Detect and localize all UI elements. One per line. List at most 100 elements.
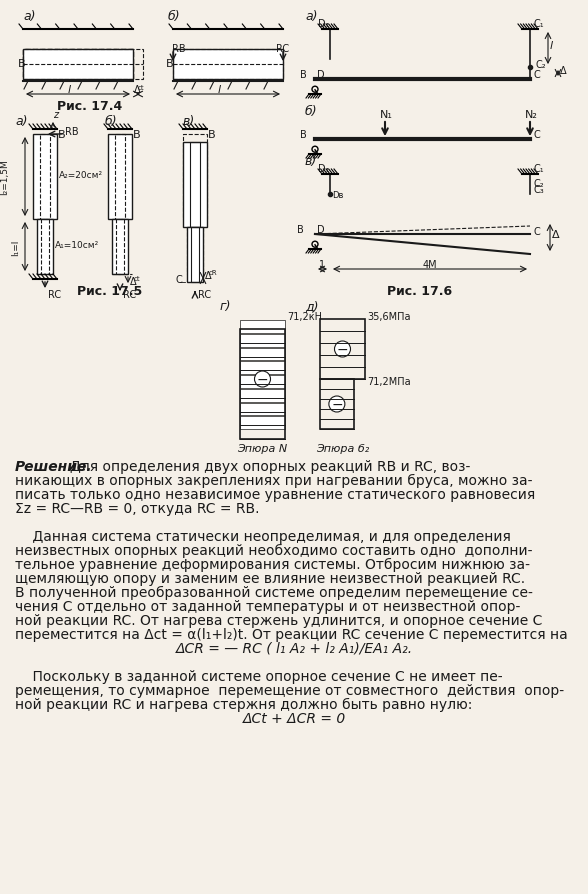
Text: B: B <box>300 70 307 80</box>
Text: B: B <box>300 130 307 139</box>
Text: Решение.: Решение. <box>15 460 93 474</box>
Text: RB: RB <box>172 44 186 54</box>
Text: A₁=10cм²: A₁=10cм² <box>55 240 99 249</box>
Text: а): а) <box>15 114 28 128</box>
Text: г): г) <box>220 299 232 313</box>
Text: ной реакции RC и нагрева стержня должно быть равно нулю:: ной реакции RC и нагрева стержня должно … <box>15 697 472 712</box>
Text: C₂: C₂ <box>533 179 544 189</box>
Text: б): б) <box>168 10 181 23</box>
Bar <box>183 143 207 228</box>
Text: никающих в опорных закреплениях при нагревании бруса, можно за-: никающих в опорных закреплениях при нагр… <box>15 474 533 487</box>
Text: Эпюра N: Эпюра N <box>238 443 288 453</box>
Text: Σz = RC—RB = 0, откуда RC = RB.: Σz = RC—RB = 0, откуда RC = RB. <box>15 502 259 516</box>
Text: Δ: Δ <box>205 271 212 281</box>
Text: ной реакции RC. От нагрева стержень удлинится, и опорное сечение C: ной реакции RC. От нагрева стержень удли… <box>15 613 542 628</box>
Bar <box>23 50 143 80</box>
Text: N₂: N₂ <box>525 110 538 120</box>
Bar <box>187 228 203 283</box>
Text: C₁: C₁ <box>533 19 544 29</box>
Text: C: C <box>175 274 182 284</box>
Text: ΔCt + ΔCR = 0: ΔCt + ΔCR = 0 <box>242 712 346 725</box>
Bar <box>23 50 133 80</box>
Bar <box>173 50 283 80</box>
Text: RC: RC <box>123 290 136 299</box>
Bar <box>320 320 365 380</box>
Text: l₁=l: l₁=l <box>11 239 20 256</box>
Text: cR: cR <box>209 270 218 275</box>
Text: чения C отдельно от заданной температуры и от неизвестной опор-: чения C отдельно от заданной температуры… <box>15 599 520 613</box>
Text: Dв: Dв <box>332 190 343 199</box>
Text: z: z <box>53 110 58 120</box>
Text: Рис. 17.4: Рис. 17.4 <box>58 100 123 113</box>
Bar <box>183 135 207 220</box>
Text: неизвестных опорных реакций необходимо составить одно  дополни-: неизвестных опорных реакций необходимо с… <box>15 544 533 558</box>
Text: A₂=20cм²: A₂=20cм² <box>59 171 103 180</box>
Text: B: B <box>133 130 141 139</box>
Bar <box>112 220 128 274</box>
Bar <box>191 228 199 283</box>
Bar <box>173 50 283 80</box>
Bar <box>240 334 285 347</box>
Text: щемляющую опору и заменим ее влияние неизвестной реакцией RC.: щемляющую опору и заменим ее влияние неи… <box>15 571 525 586</box>
Text: а): а) <box>23 10 35 23</box>
Bar <box>240 330 285 440</box>
Text: D₁: D₁ <box>318 19 329 29</box>
Text: тельное уравнение деформирования системы. Отбросим нижнюю за-: тельное уравнение деформирования системы… <box>15 557 530 571</box>
Bar <box>240 403 285 416</box>
Text: 1: 1 <box>319 260 326 270</box>
Text: B: B <box>297 224 304 235</box>
Text: B: B <box>18 59 26 69</box>
Text: C: C <box>533 130 540 139</box>
Text: Δ: Δ <box>552 231 560 240</box>
Bar <box>240 389 285 402</box>
Text: б): б) <box>305 105 318 118</box>
Bar <box>240 362 285 375</box>
Text: C: C <box>533 70 540 80</box>
Text: Поскольку в заданной системе опорное сечение C не имеет пе-: Поскольку в заданной системе опорное сеч… <box>15 670 503 683</box>
Text: 35,6МПа: 35,6МПа <box>367 312 410 322</box>
Text: Эпюра б₂: Эпюра б₂ <box>316 443 369 453</box>
Bar <box>190 143 200 228</box>
Bar <box>23 50 133 80</box>
Text: Δ: Δ <box>560 66 567 76</box>
Bar <box>116 220 124 274</box>
Text: B: B <box>58 130 66 139</box>
Text: l₂=1,5M: l₂=1,5M <box>0 159 9 195</box>
Text: 71,2кН: 71,2кН <box>287 312 322 322</box>
Text: C₁: C₁ <box>533 164 544 173</box>
Circle shape <box>329 397 345 412</box>
Text: ct: ct <box>134 275 141 282</box>
Bar <box>320 380 354 429</box>
Text: C₂: C₂ <box>535 60 546 70</box>
Circle shape <box>255 372 270 388</box>
Text: D: D <box>317 70 325 80</box>
Text: В полученной преобразованной системе определим перемещение се-: В полученной преобразованной системе опр… <box>15 586 533 599</box>
Bar <box>33 135 57 220</box>
Bar <box>240 348 285 361</box>
Text: Рис. 17.6: Рис. 17.6 <box>387 284 453 298</box>
Text: C₃: C₃ <box>533 185 544 195</box>
Text: Δ: Δ <box>134 85 141 95</box>
Text: ct: ct <box>138 85 145 91</box>
Text: l: l <box>550 41 553 51</box>
Bar <box>240 375 285 388</box>
Text: C: C <box>533 227 540 237</box>
Text: D: D <box>317 224 325 235</box>
Text: RC: RC <box>48 290 61 299</box>
Text: переместится на Δct = α(l₁+l₂)t. От реакции RC сечение C переместится на: переместится на Δct = α(l₁+l₂)t. От реак… <box>15 628 568 641</box>
Bar <box>240 321 285 333</box>
Text: ΔCR = — RC ( l₁ A₂ + l₂ A₁)/EA₁ A₂.: ΔCR = — RC ( l₁ A₂ + l₂ A₁)/EA₁ A₂. <box>175 641 413 655</box>
Text: −: − <box>257 373 268 386</box>
Bar <box>240 417 285 429</box>
Text: б): б) <box>105 114 118 128</box>
Text: RC: RC <box>276 44 289 54</box>
Text: D₁: D₁ <box>318 164 329 173</box>
Text: 71,2МПа: 71,2МПа <box>367 376 410 386</box>
Text: в): в) <box>305 155 318 168</box>
Text: l: l <box>218 85 221 95</box>
Text: писать только одно независимое уравнение статического равновесия: писать только одно независимое уравнение… <box>15 487 535 502</box>
Text: N₁: N₁ <box>380 110 393 120</box>
Text: RC: RC <box>198 290 211 299</box>
Text: д): д) <box>305 299 319 313</box>
Bar <box>187 220 203 274</box>
